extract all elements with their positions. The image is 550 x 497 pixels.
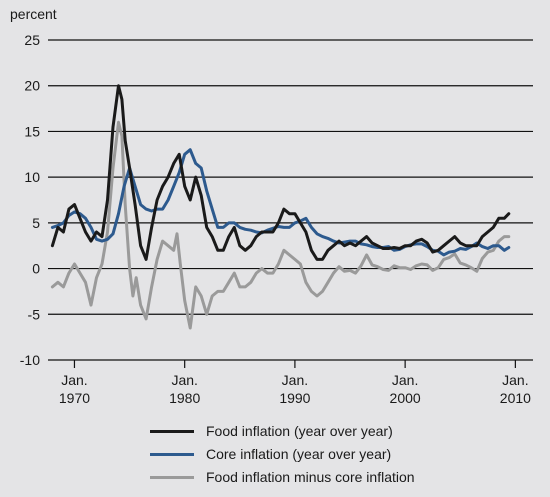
y-axis-title: percent — [10, 6, 57, 22]
gridlines: 25 20 15 10 5 0 -5 -10 — [20, 32, 533, 368]
legend-swatch-core — [150, 453, 194, 456]
legend-label-food: Food inflation (year over year) — [206, 423, 393, 439]
x-tick-label-year: 2000 — [390, 390, 421, 406]
y-tick-label: 5 — [32, 215, 40, 231]
x-tick-label-month: Jan. — [171, 372, 197, 388]
series-line-core — [50, 148, 511, 257]
x-tick-label-year: 2010 — [500, 390, 531, 406]
x-tick-label-year: 1980 — [169, 390, 200, 406]
y-tick-label: 15 — [24, 123, 40, 139]
y-tick-label: -5 — [28, 306, 41, 322]
legend-item-diff: Food inflation minus core inflation — [150, 466, 415, 489]
x-tick-label-year: 1970 — [59, 390, 90, 406]
x-axis: Jan. 1970 Jan. 1980 Jan. 1990 Jan. 2000 Jan. 2010 — [59, 360, 531, 406]
legend: Food inflation (year over year) Core inf… — [150, 420, 415, 489]
y-tick-label: 0 — [32, 261, 40, 277]
legend-item-core: Core inflation (year over year) — [150, 443, 415, 466]
x-tick-label-month: Jan. — [61, 372, 87, 388]
legend-label-core: Core inflation (year over year) — [206, 446, 392, 462]
series-line-food — [50, 84, 511, 261]
x-tick-label-month: Jan. — [502, 372, 528, 388]
legend-item-food: Food inflation (year over year) — [150, 420, 415, 443]
y-tick-label: 10 — [24, 169, 40, 185]
series-line-diff — [50, 120, 511, 330]
x-tick-label-month: Jan. — [282, 372, 308, 388]
line-chart: percent 25 20 15 10 5 0 -5 -10 Jan. 1970 Jan. 1980… — [10, 6, 533, 406]
x-tick-label-year: 1990 — [279, 390, 310, 406]
y-tick-label: 20 — [24, 78, 40, 94]
y-tick-label: 25 — [24, 32, 40, 48]
legend-swatch-food — [150, 430, 194, 433]
series-lines — [50, 84, 511, 330]
x-tick-label-month: Jan. — [392, 372, 418, 388]
y-tick-label: -10 — [20, 352, 40, 368]
legend-swatch-diff — [150, 476, 194, 479]
legend-label-diff: Food inflation minus core inflation — [206, 469, 415, 485]
